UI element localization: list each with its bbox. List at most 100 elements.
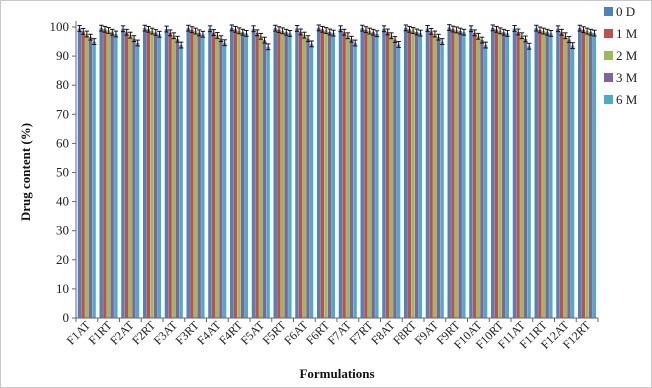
bar [179, 45, 183, 318]
bar [146, 29, 151, 319]
bar [172, 35, 176, 318]
bar [262, 40, 267, 318]
bar [208, 28, 212, 318]
bar [121, 28, 125, 318]
y-tick-label: 80 [56, 77, 69, 92]
bar [440, 41, 444, 319]
bar [110, 32, 114, 319]
bar [255, 32, 259, 318]
bar [193, 31, 198, 318]
bar [103, 29, 107, 319]
bar [349, 39, 354, 318]
bar [414, 31, 419, 318]
bar [298, 31, 303, 318]
y-tick-label: 90 [56, 48, 69, 63]
bar [447, 27, 451, 319]
bar [516, 31, 520, 318]
bar [541, 31, 546, 318]
bar [436, 37, 441, 318]
bar [288, 33, 292, 319]
bar [364, 29, 368, 319]
bar [520, 35, 524, 318]
bar [244, 33, 249, 319]
bar [338, 28, 343, 318]
legend-label: 1 M [616, 26, 638, 41]
bar [114, 33, 118, 318]
legend-label: 3 M [616, 70, 638, 85]
bar [454, 29, 459, 318]
bar [556, 28, 560, 318]
bar [353, 43, 357, 318]
bar [324, 30, 328, 319]
bar [327, 31, 332, 318]
bar [462, 32, 466, 319]
y-tick-label: 100 [50, 19, 70, 34]
bar [585, 31, 589, 318]
bar [266, 46, 270, 318]
bar [331, 33, 336, 319]
y-tick-label: 10 [56, 281, 69, 296]
bar [295, 28, 299, 318]
x-axis-title: Formulations [299, 366, 374, 381]
bar [164, 29, 169, 318]
legend-label: 6 M [616, 92, 638, 107]
bar [476, 36, 480, 319]
bar [92, 41, 96, 319]
bar [135, 43, 140, 318]
bar [219, 38, 223, 318]
bar [186, 28, 190, 318]
bar [382, 28, 386, 318]
bar [360, 28, 364, 318]
bar [411, 30, 415, 319]
bar [251, 28, 256, 318]
bar [124, 32, 129, 319]
bar [346, 35, 350, 318]
y-tick-label: 0 [63, 310, 70, 325]
bar [150, 31, 154, 318]
bar [85, 33, 89, 318]
bar [211, 32, 216, 318]
bar [215, 35, 219, 318]
bar [259, 36, 263, 319]
bar [534, 28, 538, 318]
bar [273, 28, 277, 318]
bar [375, 33, 379, 318]
bar [512, 28, 517, 318]
legend-swatch [604, 29, 613, 38]
bar [570, 45, 575, 319]
bar [142, 28, 147, 318]
bar [429, 31, 433, 319]
y-axis-title: Drug content (%) [18, 123, 33, 221]
bar [302, 35, 306, 319]
y-tick-label: 60 [56, 135, 69, 150]
bar [498, 30, 502, 319]
bar [501, 32, 506, 319]
bar [367, 31, 372, 318]
bar [563, 35, 567, 318]
bar [396, 44, 401, 319]
legend-label: 2 M [616, 48, 638, 63]
legend-label: 0 D [616, 4, 635, 19]
legend: 0 D 1 M 2 M 3 M 6 M [604, 4, 638, 107]
bar [306, 38, 310, 318]
bar [190, 29, 194, 319]
bar [538, 29, 542, 318]
bar [153, 32, 158, 318]
bar [132, 38, 136, 318]
bar [233, 29, 238, 319]
bar [222, 42, 227, 319]
bar [197, 32, 201, 318]
bar [175, 39, 180, 318]
bar [472, 32, 477, 318]
y-tick-label: 40 [56, 194, 69, 209]
bar [523, 38, 528, 319]
bar [316, 27, 321, 319]
bar [567, 39, 571, 318]
bar [592, 33, 597, 319]
bar [490, 27, 495, 319]
bar [433, 33, 437, 318]
legend-swatch [604, 7, 613, 16]
bar [469, 28, 473, 318]
